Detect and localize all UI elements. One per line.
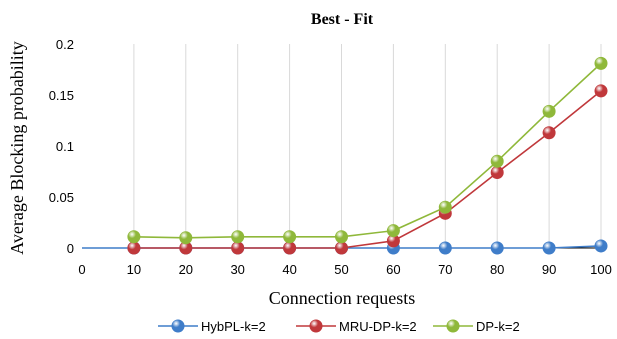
- point-dp-k-2-100: [594, 56, 608, 70]
- chart-title: Best - Fit: [311, 11, 374, 28]
- x-tick-80: 80: [490, 262, 504, 277]
- point-dp-k-2-60: [386, 224, 400, 238]
- point-dp-k-2-30: [231, 230, 245, 244]
- y-tick-labels: 0 0.05 0.1 0.15 0.2: [49, 37, 74, 256]
- x-tick-100: 100: [590, 262, 612, 277]
- x-tick-20: 20: [179, 262, 193, 277]
- x-tick-labels: 0 10 20 30 40 50 60 70 80 90 100: [78, 262, 611, 277]
- series-line-dp-k-2: [133, 62, 602, 239]
- point-mru-dp-k-2-30: [231, 241, 245, 255]
- x-tick-0: 0: [78, 262, 85, 277]
- legend: HybPL-k=2 MRU-DP-k=2 DP-k=2: [158, 319, 520, 334]
- point-dp-k-2-40: [283, 230, 297, 244]
- y-tick-0.05: 0.05: [49, 190, 74, 205]
- point-mru-dp-k-2-80: [490, 166, 504, 180]
- y-tick-0.2: 0.2: [56, 37, 74, 52]
- x-tick-30: 30: [230, 262, 244, 277]
- x-axis-label: Connection requests: [269, 288, 415, 308]
- x-tick-70: 70: [438, 262, 452, 277]
- point-dp-k-2-10: [127, 230, 141, 244]
- point-hybpl-k-2-80: [490, 241, 504, 255]
- y-tick-0: 0: [67, 241, 74, 256]
- y-tick-0.1: 0.1: [56, 139, 74, 154]
- series-line-mru-dp-k-2: [133, 90, 602, 249]
- point-dp-k-2-90: [542, 104, 556, 118]
- point-mru-dp-k-2-100: [594, 84, 608, 98]
- legend-marker-mru-dp-k-2: [309, 319, 323, 333]
- point-dp-k-2-50: [334, 230, 348, 244]
- point-mru-dp-k-2-10: [127, 241, 141, 255]
- x-tick-40: 40: [282, 262, 296, 277]
- point-hybpl-k-2-100: [594, 239, 608, 253]
- point-dp-k-2-70: [438, 200, 452, 214]
- legend-label-mru-dp-k-2: MRU-DP-k=2: [339, 319, 417, 334]
- point-hybpl-k-2-90: [542, 241, 556, 255]
- point-mru-dp-k-2-50: [334, 241, 348, 255]
- point-dp-k-2-80: [490, 154, 504, 168]
- x-tick-60: 60: [386, 262, 400, 277]
- point-hybpl-k-2-70: [438, 241, 452, 255]
- point-dp-k-2-20: [179, 231, 193, 245]
- legend-label-hybpl-k-2: HybPL-k=2: [201, 319, 266, 334]
- series-lines: [82, 56, 608, 255]
- legend-marker-hybpl-k-2: [171, 319, 185, 333]
- vertical-gridlines: [133, 44, 602, 248]
- point-mru-dp-k-2-90: [542, 126, 556, 140]
- x-tick-10: 10: [127, 262, 141, 277]
- x-tick-90: 90: [542, 262, 556, 277]
- legend-marker-dp-k-2: [446, 319, 460, 333]
- y-axis-label: Average Blocking probability: [7, 41, 27, 255]
- legend-label-dp-k-2: DP-k=2: [476, 319, 520, 334]
- x-tick-50: 50: [334, 262, 348, 277]
- point-mru-dp-k-2-40: [283, 241, 297, 255]
- y-tick-0.15: 0.15: [49, 88, 74, 103]
